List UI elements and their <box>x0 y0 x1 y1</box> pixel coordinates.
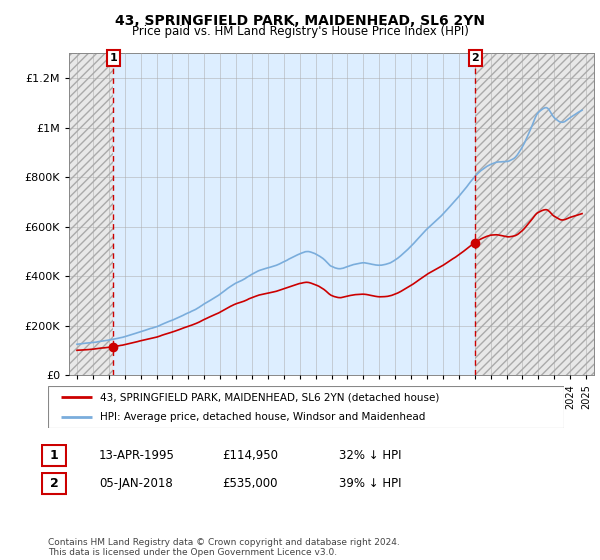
Text: Price paid vs. HM Land Registry's House Price Index (HPI): Price paid vs. HM Land Registry's House … <box>131 25 469 38</box>
Text: 2: 2 <box>471 53 479 63</box>
Polygon shape <box>69 53 113 375</box>
Text: 13-APR-1995: 13-APR-1995 <box>99 449 175 463</box>
Polygon shape <box>475 53 594 375</box>
Text: £114,950: £114,950 <box>222 449 278 463</box>
FancyBboxPatch shape <box>48 386 564 428</box>
Text: 43, SPRINGFIELD PARK, MAIDENHEAD, SL6 2YN: 43, SPRINGFIELD PARK, MAIDENHEAD, SL6 2Y… <box>115 14 485 28</box>
Text: 1: 1 <box>50 449 58 463</box>
Text: 1: 1 <box>109 53 117 63</box>
Text: 05-JAN-2018: 05-JAN-2018 <box>99 477 173 491</box>
Text: 39% ↓ HPI: 39% ↓ HPI <box>339 477 401 491</box>
Text: 43, SPRINGFIELD PARK, MAIDENHEAD, SL6 2YN (detached house): 43, SPRINGFIELD PARK, MAIDENHEAD, SL6 2Y… <box>100 393 439 402</box>
Text: 2: 2 <box>50 477 58 491</box>
Text: £535,000: £535,000 <box>222 477 277 491</box>
Text: 32% ↓ HPI: 32% ↓ HPI <box>339 449 401 463</box>
FancyBboxPatch shape <box>42 445 66 466</box>
FancyBboxPatch shape <box>42 473 66 494</box>
Text: HPI: Average price, detached house, Windsor and Maidenhead: HPI: Average price, detached house, Wind… <box>100 413 425 422</box>
Text: Contains HM Land Registry data © Crown copyright and database right 2024.
This d: Contains HM Land Registry data © Crown c… <box>48 538 400 557</box>
